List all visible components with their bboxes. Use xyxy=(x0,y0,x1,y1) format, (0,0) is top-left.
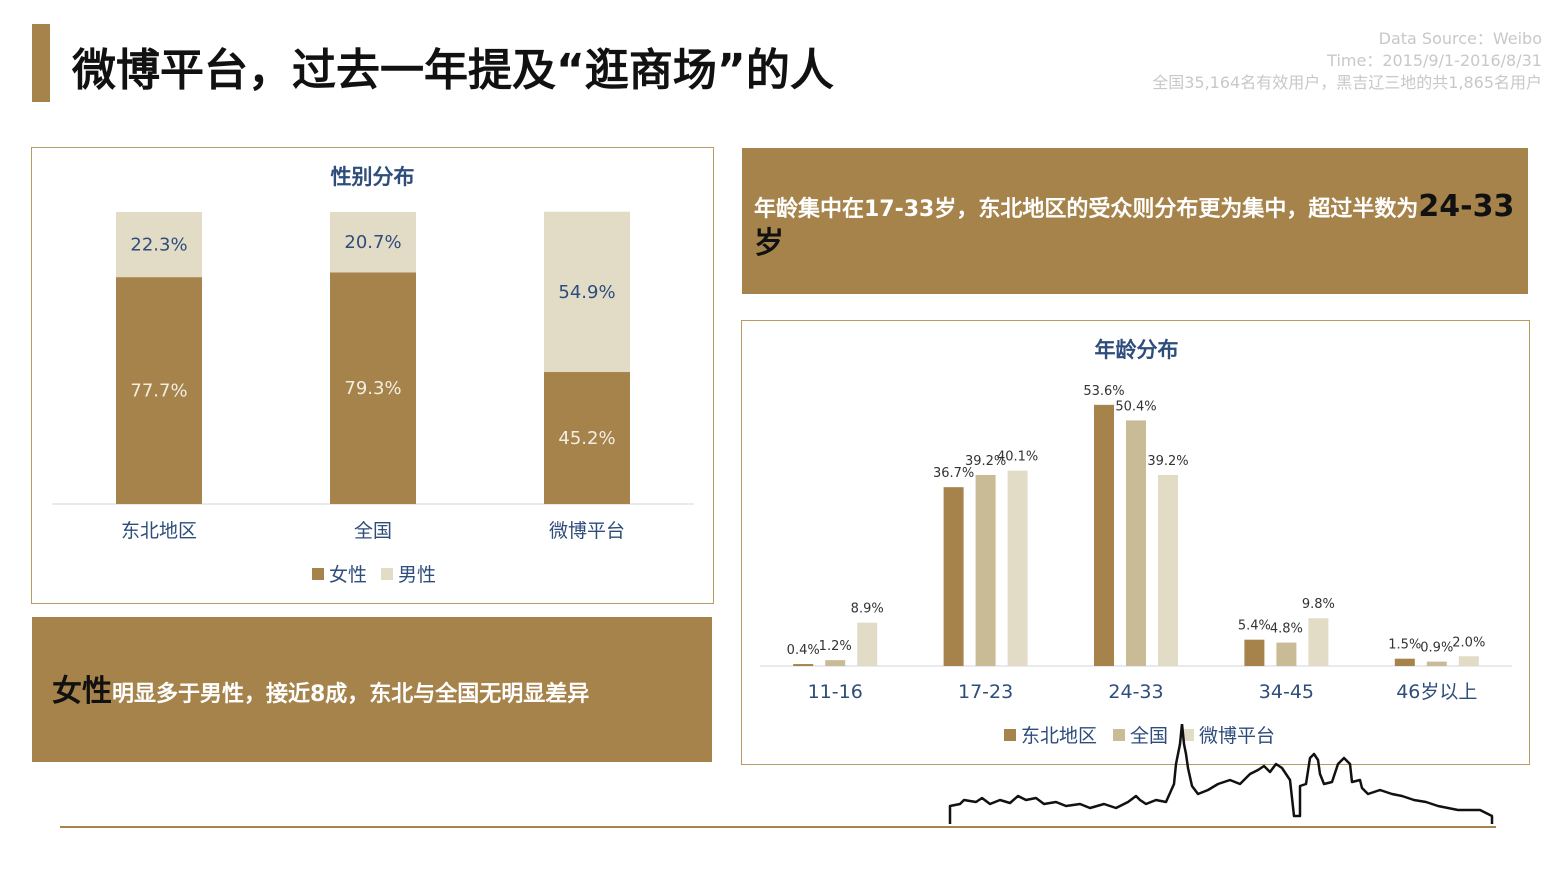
age-data-label: 0.9% xyxy=(1420,641,1453,656)
age-conclusion-text: 年龄集中在17-33岁，东北地区的受众则分布更为集中，超过半数为 xyxy=(754,197,1419,222)
gender-conclusion-text: 明显多于男性，接近8成，东北与全国无明显差异 xyxy=(112,682,590,707)
source-line: Data Source：Weibo xyxy=(1378,29,1542,48)
gender-data-label: 22.3% xyxy=(130,235,187,256)
gender-category-label: 微博平台 xyxy=(549,520,625,542)
age-data-label: 4.8% xyxy=(1270,622,1303,637)
footer-divider xyxy=(60,826,1496,828)
age-conclusion-box: 年龄集中在17-33岁，东北地区的受众则分布更为集中，超过半数为24-33岁 xyxy=(742,148,1528,294)
age-bar xyxy=(1094,404,1114,666)
legend-label: 女性 xyxy=(329,564,367,586)
age-data-label: 0.4% xyxy=(787,643,820,658)
age-bar xyxy=(1276,642,1297,666)
gender-bar-segment xyxy=(116,212,202,278)
age-bar xyxy=(975,474,996,666)
gender-data-label: 20.7% xyxy=(344,232,401,253)
age-data-label: 50.4% xyxy=(1115,399,1156,414)
gender-conclusion-box: 女性明显多于男性，接近8成，东北与全国无明显差异 xyxy=(32,617,712,762)
age-bar xyxy=(1244,639,1265,666)
legend-swatch xyxy=(1113,729,1125,741)
age-conclusion: 年龄集中在17-33岁，东北地区的受众则分布更为集中，超过半数为24-33岁 xyxy=(754,190,1516,264)
legend-label: 微博平台 xyxy=(1199,725,1275,747)
age-data-label: 5.4% xyxy=(1238,619,1271,634)
age-bar xyxy=(943,487,964,666)
age-bar xyxy=(1458,656,1479,666)
legend-swatch xyxy=(381,568,393,580)
age-bar xyxy=(857,622,878,666)
legend-swatch xyxy=(1004,729,1016,741)
gender-conclusion: 女性明显多于男性，接近8成，东北与全国无明显差异 xyxy=(52,675,589,712)
age-category-label: 24-33 xyxy=(1108,681,1163,703)
sample-line: 全国35,164名有效用户，黑吉辽三地的共1,865名用户 xyxy=(1152,73,1542,92)
gender-bar-segment xyxy=(330,272,416,504)
age-bar xyxy=(1426,661,1447,666)
age-category-label: 17-23 xyxy=(958,681,1013,703)
gender-bar-segment xyxy=(330,212,416,273)
age-bar xyxy=(1007,470,1028,666)
age-chart-title: 年龄分布 xyxy=(1095,338,1179,362)
age-data-label: 8.9% xyxy=(851,602,884,617)
age-bar xyxy=(1126,420,1146,666)
age-data-label: 39.2% xyxy=(965,454,1006,469)
age-bar xyxy=(1308,618,1329,666)
age-data-label: 1.2% xyxy=(819,639,852,654)
data-source-note: Data Source：Weibo Time：2015/9/1-2016/8/3… xyxy=(1152,28,1542,94)
age-bar xyxy=(825,660,846,666)
gender-category-label: 东北地区 xyxy=(121,520,197,542)
age-chart-panel: 年龄分布 0.4% 1.2% 8.9% 11-16 36.7% 39.2% 40.1% 17-2… xyxy=(741,320,1530,765)
age-category-label: 11-16 xyxy=(808,681,863,703)
legend-label: 男性 xyxy=(398,564,436,586)
legend-swatch xyxy=(1182,729,1194,741)
age-bar xyxy=(1158,474,1178,666)
gender-data-label: 45.2% xyxy=(558,428,615,449)
age-data-label: 39.2% xyxy=(1147,454,1188,469)
age-highlight: 24-33岁 xyxy=(754,189,1515,261)
gender-category-label: 全国 xyxy=(354,520,392,542)
age-data-label: 53.6% xyxy=(1083,384,1124,399)
age-data-label: 36.7% xyxy=(933,466,974,481)
age-bar xyxy=(793,664,814,666)
title-accent-bar xyxy=(32,24,50,102)
gender-data-label: 54.9% xyxy=(558,282,615,303)
gender-bar-segment xyxy=(544,211,630,373)
age-data-label: 1.5% xyxy=(1388,638,1421,653)
gender-bar-segment xyxy=(544,372,630,504)
legend-label: 东北地区 xyxy=(1021,725,1097,747)
legend-swatch xyxy=(312,568,324,580)
page-title: 微博平台，过去一年提及“逛商场”的人 xyxy=(72,45,834,96)
gender-chart-title: 性别分布 xyxy=(331,165,415,189)
age-data-label: 40.1% xyxy=(997,450,1038,465)
legend-label: 全国 xyxy=(1130,725,1168,747)
gender-data-label: 77.7% xyxy=(130,381,187,402)
gender-highlight: 女性 xyxy=(52,674,112,709)
gender-chart-panel: 性别分布 77.7% 22.3% 东北地区 79.3% 20.7% 全国 45.2% 54.9%… xyxy=(31,147,714,604)
gender-chart: 性别分布 77.7% 22.3% 东北地区 79.3% 20.7% 全国 45.2% 54.9%… xyxy=(52,165,694,586)
time-line: Time：2015/9/1-2016/8/31 xyxy=(1327,51,1542,70)
age-category-label: 34-45 xyxy=(1259,681,1314,703)
age-chart: 年龄分布0.4%1.2%8.9%11-1636.7%39.2%40.1%17-2… xyxy=(760,338,1512,747)
age-category-label: 46岁以上 xyxy=(1396,681,1477,703)
age-bar xyxy=(1394,658,1415,666)
gender-bar-segment xyxy=(116,277,202,504)
age-data-label: 2.0% xyxy=(1452,635,1485,650)
gender-data-label: 79.3% xyxy=(344,378,401,399)
age-data-label: 9.8% xyxy=(1302,597,1335,612)
city-skyline-illustration xyxy=(948,724,1494,824)
